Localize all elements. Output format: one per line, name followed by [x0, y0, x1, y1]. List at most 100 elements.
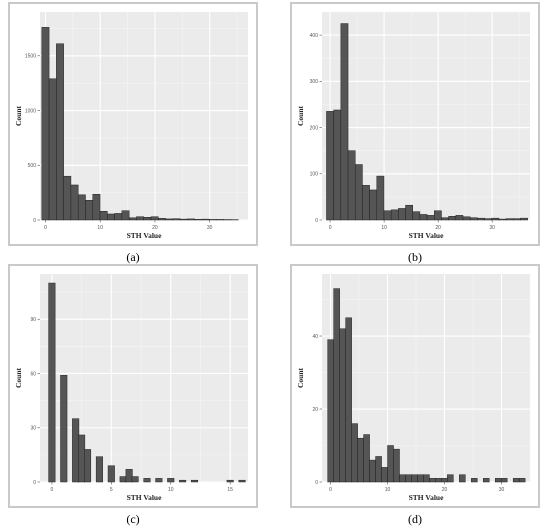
- histogram-bar: [448, 216, 457, 221]
- histogram-bar: [77, 194, 86, 221]
- histogram-bar: [56, 43, 64, 221]
- histogram-bar: [190, 479, 199, 483]
- chart-panel-c: 0 5 10 15 0 30 60 90 STH Value Count: [8, 264, 258, 508]
- histogram-bar: [354, 164, 363, 221]
- histogram-bar: [471, 478, 478, 483]
- histogram-bar: [99, 210, 108, 221]
- histogram-bar: [95, 456, 103, 483]
- x-tick-label: 0: [50, 487, 53, 493]
- histogram-bar: [131, 476, 139, 483]
- x-tick-label: 20: [152, 225, 158, 231]
- histogram-bar: [84, 449, 92, 483]
- histogram-bar: [398, 208, 406, 221]
- histogram-bar: [327, 339, 334, 483]
- histogram-bar: [41, 27, 50, 221]
- histogram-bar: [375, 456, 382, 483]
- histogram-bar: [70, 184, 79, 221]
- x-tick-label: 5: [110, 487, 113, 493]
- x-tick-label: 15: [227, 487, 233, 493]
- histogram-bar: [63, 175, 72, 221]
- y-tick-label: 0: [33, 480, 36, 486]
- y-tick-label: 40: [312, 334, 318, 340]
- x-axis-title: STH Value: [127, 231, 162, 240]
- histogram-bar: [143, 217, 152, 221]
- histogram-bar: [419, 214, 428, 221]
- y-tick-label: 0: [315, 218, 318, 224]
- y-tick-label: 0: [315, 480, 318, 486]
- plot-background: [40, 274, 248, 482]
- histogram-bar: [393, 448, 400, 483]
- histogram-bar: [426, 215, 435, 221]
- histogram-bar: [383, 210, 392, 221]
- histogram-a: 0 10 20 30 0 500 1000 1500 STH Value Count: [14, 12, 248, 240]
- histogram-bar: [469, 217, 478, 221]
- y-tick-label: 200: [310, 125, 319, 131]
- x-tick-label: 0: [329, 225, 332, 231]
- histogram-bar: [107, 213, 115, 221]
- histogram-bar: [208, 219, 217, 221]
- y-axis-title: Count: [296, 367, 305, 388]
- histogram-bar: [340, 23, 349, 221]
- x-axis-title: STH Value: [409, 231, 444, 240]
- histogram-bar: [238, 479, 246, 483]
- histogram-bar: [333, 109, 342, 221]
- histogram-bar: [179, 479, 187, 483]
- histogram-bar: [518, 478, 526, 483]
- histogram-bar: [405, 204, 413, 221]
- histogram-bar: [417, 474, 424, 483]
- histogram-bar: [78, 434, 86, 483]
- y-axis-title: Count: [14, 367, 23, 388]
- caption-c: (c): [126, 512, 140, 526]
- y-axis-title: Count: [14, 105, 23, 126]
- chart-panel-a: 0 10 20 30 0 500 1000 1500 STH Value Count: [8, 2, 258, 246]
- histogram-bar: [72, 418, 80, 483]
- x-tick-label: 10: [381, 225, 387, 231]
- histogram-bar: [347, 150, 356, 221]
- histogram-bar: [429, 478, 436, 483]
- histogram-bar: [455, 215, 464, 221]
- chart-panel-b: 0 10 20 30 0 100 200 300 400 STH Value Count: [290, 2, 540, 246]
- histogram-d: 0 10 20 30 0 20 40 STH Value Count: [296, 274, 531, 502]
- histogram-bar: [441, 217, 449, 221]
- histogram-bar: [172, 218, 181, 221]
- y-tick-label: 90: [30, 317, 36, 323]
- y-tick-label: 300: [310, 79, 319, 85]
- histogram-bar: [381, 467, 388, 483]
- histogram-bar: [158, 218, 166, 221]
- histogram-bar: [376, 175, 385, 221]
- y-tick-label: 20: [312, 407, 318, 413]
- histogram-bar: [441, 478, 448, 483]
- histogram-bar: [333, 288, 340, 483]
- x-tick-label: 0: [329, 487, 332, 493]
- x-tick-label: 10: [168, 487, 174, 493]
- x-tick-label: 30: [207, 225, 213, 231]
- chart-panel-d: 0 10 20 30 0 20 40 STH Value Count: [290, 264, 540, 508]
- histogram-bar: [351, 423, 358, 483]
- histogram-bar: [387, 445, 394, 483]
- histogram-bar: [48, 78, 57, 221]
- histogram-bar: [326, 111, 334, 221]
- x-tick-label: 20: [435, 225, 441, 231]
- histogram-bar: [60, 375, 68, 483]
- histogram-bar: [128, 217, 137, 221]
- histogram-bar: [505, 218, 514, 221]
- histogram-bar: [399, 474, 406, 483]
- histogram-bar: [226, 479, 234, 483]
- histogram-bar: [155, 478, 163, 483]
- histogram-bar: [114, 213, 123, 221]
- histogram-bar: [363, 434, 370, 483]
- x-tick-label: 30: [499, 487, 505, 493]
- caption-b: (b): [408, 250, 422, 264]
- y-tick-label: 1500: [25, 54, 36, 60]
- histogram-bar: [411, 474, 418, 483]
- histogram-bar: [500, 478, 508, 483]
- histogram-bar: [194, 219, 203, 221]
- histogram-bar: [357, 437, 364, 483]
- x-tick-label: 20: [442, 487, 448, 493]
- histogram-bar: [434, 210, 442, 221]
- histogram-bar: [520, 217, 528, 221]
- histogram-bar: [107, 465, 115, 483]
- x-tick-label: 10: [97, 225, 103, 231]
- histogram-bar: [477, 217, 485, 221]
